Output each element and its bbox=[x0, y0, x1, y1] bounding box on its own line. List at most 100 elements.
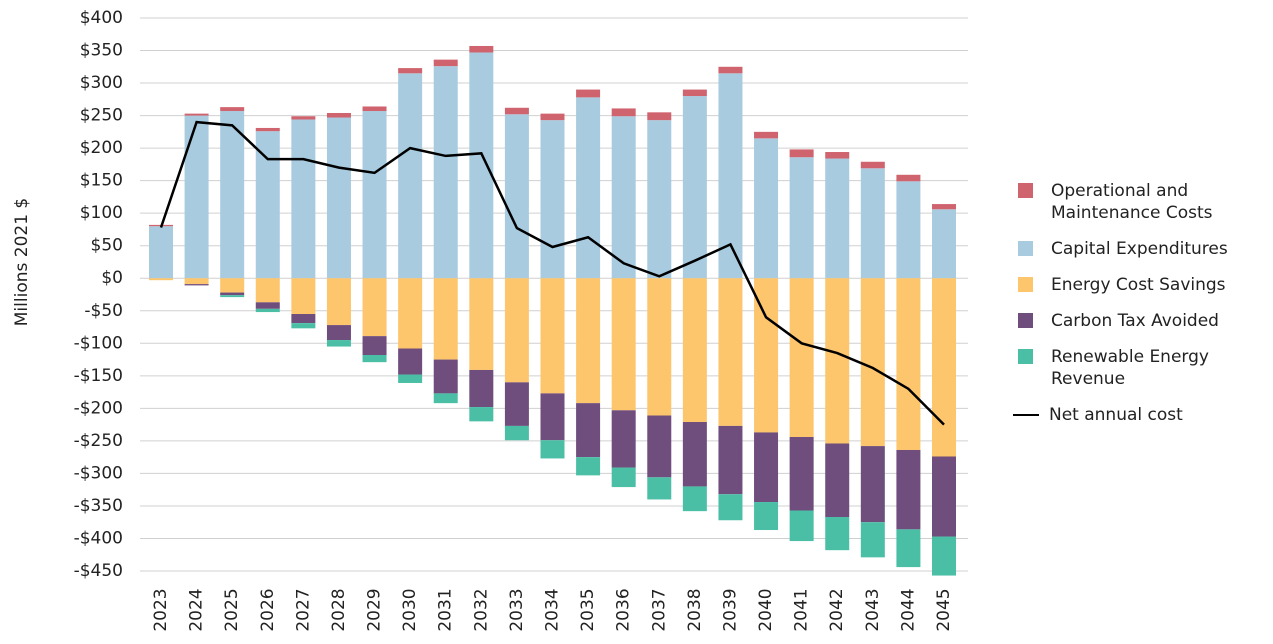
bar-segment bbox=[611, 108, 636, 117]
line-series bbox=[159, 120, 945, 426]
x-tick-label: 2041 bbox=[792, 588, 812, 631]
bar-segment bbox=[896, 181, 921, 279]
bar-segment bbox=[754, 278, 779, 433]
bar-segment bbox=[504, 114, 529, 279]
bar-segment bbox=[682, 486, 707, 512]
bar-segment bbox=[825, 158, 850, 279]
bar-segment bbox=[789, 510, 814, 542]
bar-segment bbox=[611, 278, 636, 411]
legend-swatch bbox=[1018, 277, 1033, 292]
bar-segment bbox=[718, 494, 743, 521]
bar-segment bbox=[825, 152, 850, 159]
x-tick-label: 2042 bbox=[827, 588, 847, 631]
bar-segment bbox=[611, 116, 636, 279]
bar-segment bbox=[291, 278, 316, 315]
bar-segment bbox=[398, 73, 423, 279]
legend-swatch bbox=[1018, 241, 1033, 256]
bar-segment bbox=[362, 106, 387, 112]
bar-segment bbox=[647, 120, 672, 279]
legend-swatch bbox=[1018, 183, 1033, 198]
bar-segment bbox=[326, 340, 351, 347]
legend-swatch bbox=[1018, 313, 1033, 328]
bar-segment bbox=[860, 522, 885, 558]
bar-segment bbox=[184, 278, 209, 285]
bar-segment bbox=[647, 415, 672, 478]
bar-segment bbox=[504, 382, 529, 426]
bar-segment bbox=[220, 278, 245, 293]
bar-segment bbox=[504, 278, 529, 383]
y-tick-label: $250 bbox=[80, 106, 123, 126]
bar-segment bbox=[469, 45, 494, 53]
bar-segment bbox=[540, 440, 565, 459]
bar-segment bbox=[789, 157, 814, 279]
chart: Millions 2021 $ $400 $350 $300 $250 $200 $150… bbox=[12, 8, 968, 632]
y-tick-label: -$400 bbox=[74, 528, 123, 548]
bar-segment bbox=[433, 359, 458, 394]
bar-segment bbox=[611, 410, 636, 468]
bar-segment bbox=[860, 168, 885, 279]
bar-segment bbox=[433, 393, 458, 404]
bar-segment bbox=[896, 174, 921, 182]
bar-segment bbox=[469, 369, 494, 408]
bar-segment bbox=[149, 278, 173, 281]
bar-segment bbox=[896, 449, 921, 530]
bar-segment bbox=[682, 422, 707, 487]
bar-segment bbox=[469, 52, 494, 279]
x-tick-label: 2025 bbox=[222, 588, 242, 631]
bar-segment bbox=[647, 112, 672, 121]
y-tick-label: -$100 bbox=[74, 333, 123, 353]
bar-segment bbox=[255, 131, 280, 279]
bar-segment bbox=[932, 456, 956, 537]
x-tick-label: 2043 bbox=[863, 588, 883, 631]
bar-segment bbox=[220, 292, 245, 296]
x-tick-label: 2033 bbox=[507, 588, 527, 631]
bar-segment bbox=[469, 407, 494, 422]
bar-segment bbox=[398, 348, 423, 375]
x-tick-label: 2024 bbox=[187, 588, 207, 631]
y-tick-label: -$350 bbox=[74, 496, 123, 516]
bar-segment bbox=[860, 278, 885, 447]
y-axis-label: Millions 2021 $ bbox=[12, 198, 32, 326]
bar-segment bbox=[932, 536, 956, 576]
bar-segment bbox=[255, 278, 280, 303]
bar-segment bbox=[398, 278, 423, 349]
y-tick-label: -$450 bbox=[74, 561, 123, 581]
bar-segment bbox=[682, 278, 707, 423]
bar-segment bbox=[896, 529, 921, 568]
bar-segment bbox=[682, 89, 707, 97]
x-tick-label: 2038 bbox=[685, 588, 705, 631]
legend-item: Capital Expenditures bbox=[1018, 238, 1273, 260]
bar-segment bbox=[504, 425, 529, 441]
x-tick-label: 2044 bbox=[898, 588, 918, 631]
y-tick-label: $300 bbox=[80, 73, 123, 93]
bar-segment bbox=[754, 502, 779, 531]
x-tick-label: 2031 bbox=[436, 588, 456, 631]
x-tick-label: 2039 bbox=[720, 588, 740, 631]
bar-segment bbox=[860, 161, 885, 169]
bar-segment bbox=[718, 66, 743, 74]
bar-segment bbox=[255, 127, 280, 132]
bar-segment bbox=[362, 336, 387, 356]
bar-segment bbox=[789, 149, 814, 158]
bar-segment bbox=[362, 355, 387, 363]
x-tick-label: 2030 bbox=[400, 588, 420, 631]
legend-label: Renewable Energy Revenue bbox=[1051, 347, 1209, 389]
bar-segment bbox=[647, 278, 672, 416]
bar-segment bbox=[291, 323, 316, 329]
legend-swatch bbox=[1018, 349, 1033, 364]
bar-segment bbox=[754, 432, 779, 503]
x-tick-label: 2023 bbox=[151, 588, 171, 631]
bar-segment bbox=[611, 467, 636, 488]
bar-segment bbox=[398, 374, 423, 383]
bar-segment bbox=[433, 278, 458, 360]
x-tick-label: 2026 bbox=[258, 588, 278, 631]
y-tick-label: $0 bbox=[101, 268, 123, 288]
bar-segment bbox=[291, 116, 316, 120]
y-tick-label: $50 bbox=[91, 236, 123, 256]
bar-segment bbox=[149, 226, 173, 279]
y-tick-label: -$150 bbox=[74, 366, 123, 386]
bar-segment bbox=[255, 308, 280, 313]
x-tick-label: 2028 bbox=[329, 588, 349, 631]
bar-segment bbox=[326, 112, 351, 118]
bar-segment bbox=[398, 68, 423, 74]
